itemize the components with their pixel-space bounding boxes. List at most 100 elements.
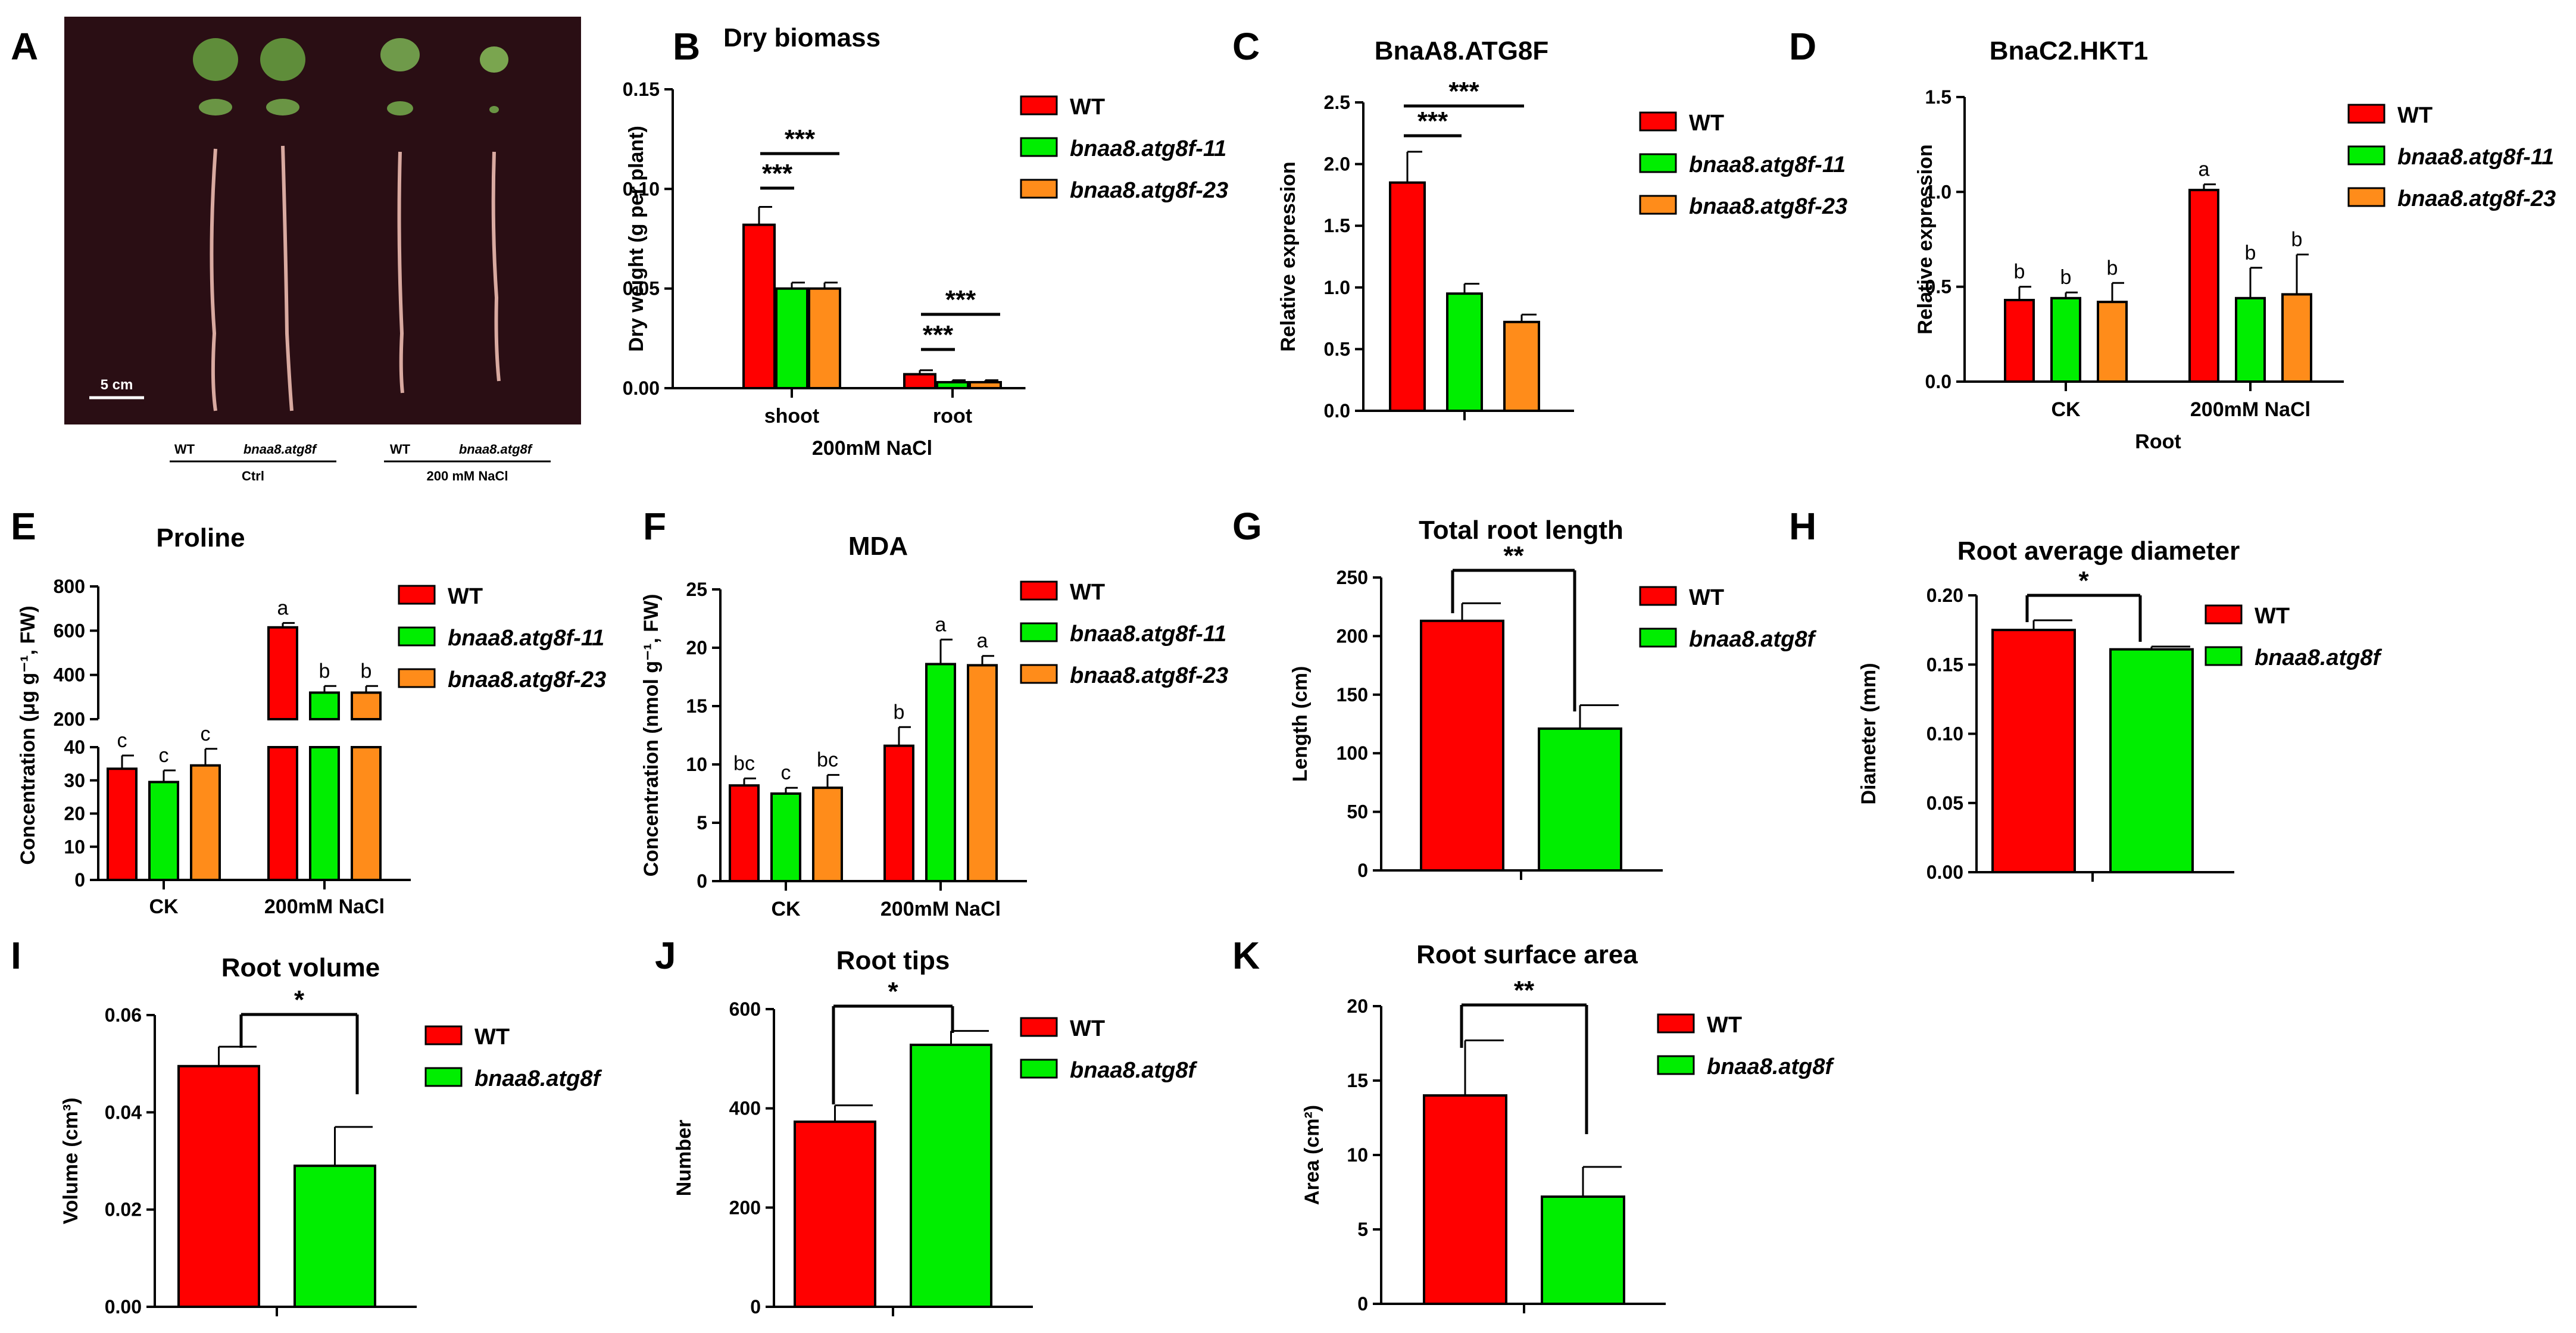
significance-letter: c [117, 729, 127, 752]
y-tick-label: 0.00 [105, 1296, 142, 1318]
y-tick-label: 0.04 [105, 1101, 142, 1123]
significance-letter: b [894, 701, 905, 723]
legend-label: WT [1070, 95, 1105, 120]
legend-label: WT [448, 584, 483, 609]
significance-mark: ** [1503, 541, 1524, 570]
y-tick-label: 0.02 [105, 1199, 142, 1220]
bar [903, 373, 936, 389]
panel-g: G Total root length 0 50 100 150 200 250 Length … [1232, 505, 1663, 881]
significance-letter: bc [733, 753, 755, 775]
x-tick-label: root [933, 405, 972, 427]
legend-g: WT bnaa8.atg8f [1639, 585, 1817, 652]
panel-label-a: A [11, 25, 38, 68]
legend-label: WT [1070, 580, 1105, 605]
x-tick-label: CK [2051, 398, 2081, 421]
y-tick-label: 150 [1337, 684, 1368, 705]
x-tick-label: 200mM NaCl [2190, 398, 2310, 421]
legend-label: bnaa8.atg8f-11 [1070, 136, 1226, 161]
legend-label: bnaa8.atg8f-23 [1070, 663, 1228, 688]
chart-title: BnaA8.ATG8F [1375, 36, 1549, 65]
y-tick-label: 1.5 [1925, 86, 1951, 108]
legend-swatch [1639, 628, 1677, 648]
bar [925, 663, 956, 882]
bar [742, 223, 776, 389]
bar [267, 626, 298, 720]
bar [2097, 301, 2128, 383]
y-tick-label: 20 [686, 637, 707, 658]
caption-mut-nacl: bnaa8.atg8f [459, 442, 533, 457]
legend-label: WT [2255, 604, 2290, 629]
panel-label-d: D [1789, 25, 1816, 68]
bar [1541, 1195, 1625, 1305]
x-tick-label: CK [771, 898, 801, 920]
y-tick-label: 5 [1357, 1219, 1368, 1240]
y-tick-label: 0 [750, 1296, 761, 1318]
legend-swatch [424, 1025, 463, 1045]
y-tick-label: 2.0 [1324, 154, 1350, 175]
y-axis-label: Number [673, 1120, 695, 1196]
y-axis-label: Diameter (mm) [1857, 663, 1880, 804]
bar [2281, 293, 2312, 383]
legend-label: bnaa8.atg8f-23 [2397, 186, 2556, 211]
y-tick-label: 0.05 [623, 278, 660, 299]
legend-swatch [2347, 187, 2385, 207]
x-tick-label: 200mM NaCl [880, 898, 1001, 920]
panel-label-e: E [11, 505, 36, 548]
caption-wt-nacl: WT [390, 442, 411, 457]
legend-d: WT bnaa8.atg8f-11 bnaa8.atg8f-23 [2347, 103, 2556, 211]
legend-swatch [2205, 604, 2243, 625]
x-axis-label: Root [2135, 430, 2181, 453]
significance-letter: b [319, 660, 330, 682]
y-tick-label: 0.15 [623, 79, 660, 100]
x-tick-label: shoot [764, 405, 820, 427]
significance-letter: b [2060, 266, 2072, 289]
legend-label: WT [474, 1025, 510, 1050]
y-tick-label: 0 [74, 869, 85, 891]
bar [190, 764, 221, 881]
panel-label-b: B [673, 25, 700, 68]
bar [936, 380, 969, 390]
legend-label: WT [1689, 585, 1724, 610]
y-axis-label: Area (cm²) [1301, 1105, 1323, 1205]
legend-label: WT [1689, 111, 1724, 136]
legend-swatch [1020, 137, 1058, 157]
significance-letter: c [201, 723, 211, 745]
y-tick-label: 0.06 [105, 1004, 142, 1026]
y-tick-label: 2.5 [1324, 92, 1350, 113]
y-tick-label: 20 [64, 803, 85, 825]
bar [808, 287, 841, 389]
legend-label: WT [2397, 103, 2433, 128]
y-tick-label: 5 [697, 812, 707, 833]
legend-b: WT bnaa8.atg8f-11 bnaa8.atg8f-23 [1020, 95, 1228, 203]
significance-mark: * [294, 985, 305, 1014]
panel-b: B Dry biomass 0.00 0.05 0.10 0.15 Dry weight (… [623, 23, 1026, 460]
chart-title: MDA [848, 532, 908, 561]
bar [1389, 181, 1426, 412]
bar [1446, 292, 1483, 412]
seedling-photo [64, 17, 581, 424]
bar [812, 786, 843, 882]
bar [969, 380, 1002, 390]
legend-swatch [1020, 179, 1058, 199]
y-tick-label: 0 [1357, 860, 1368, 881]
chart-title: Root average diameter [1957, 536, 2240, 566]
y-tick-label: 1.0 [1925, 181, 1951, 202]
y-tick-label: 1.5 [1324, 215, 1350, 236]
panel-i: I Root volume 0.00 0.02 0.04 0.06 Volume (cm³)… [11, 934, 417, 1318]
significance-letter: a [935, 613, 947, 636]
y-tick-label: 0.00 [1926, 861, 1963, 883]
bar-lower [267, 746, 298, 881]
significance-letter: b [361, 660, 372, 682]
legend-i: WT bnaa8.atg8f [424, 1025, 602, 1091]
significance-mark: *** [945, 285, 976, 314]
panel-e: E Proline 0 10 20 30 40 200 400 600 800 Concentrati… [11, 505, 411, 918]
y-axis-label: Concentration (μg g⁻¹, FW) [17, 605, 39, 864]
legend-swatch [1020, 95, 1058, 115]
bar [794, 1120, 876, 1308]
significance-mark: * [888, 977, 898, 1006]
bar [729, 784, 760, 883]
legend-swatch [1639, 153, 1677, 173]
panel-c: C BnaA8.ATG8F 0.0 0.5 1.0 1.5 2.0 2.5 Relative e… [1232, 25, 1574, 422]
bar [177, 1064, 260, 1308]
